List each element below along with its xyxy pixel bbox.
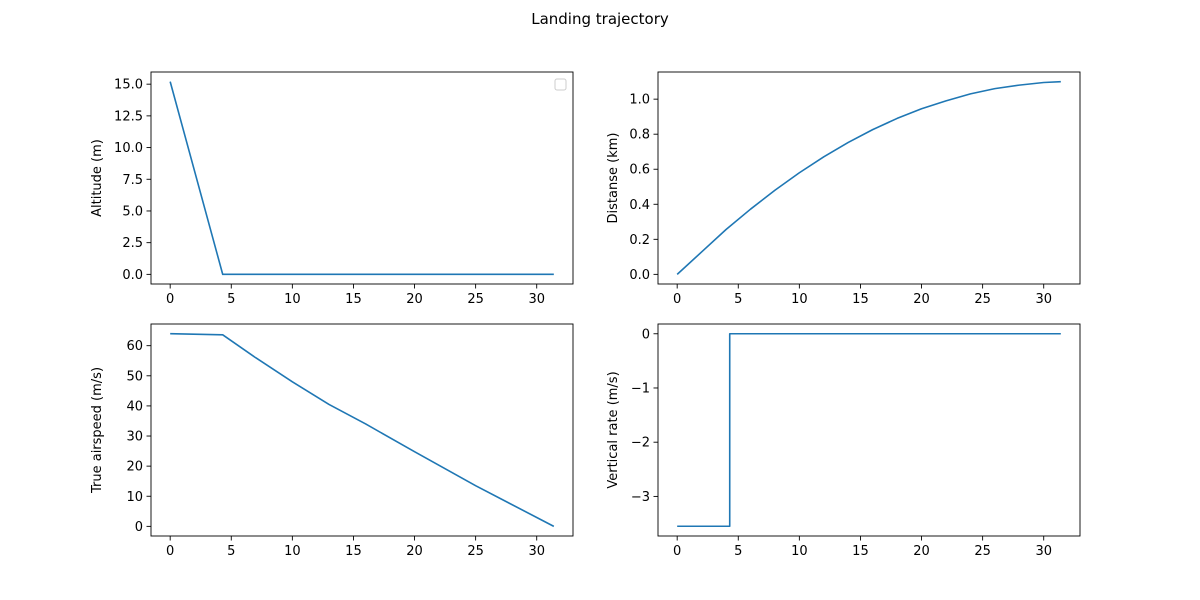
figure-title: Landing trajectory: [531, 10, 669, 28]
vertical-rate-subplot: 0 5 10 15 20 25 30 −3 −2 −1 0 Vertical rate (m/s): [606, 323, 1081, 559]
vertical-rate-x-tick-label: 10: [791, 544, 808, 559]
distance-y-axis-label: Distanse (km): [606, 133, 621, 224]
vertical-rate-x-tick-label: 15: [852, 544, 869, 559]
airspeed-x-tick-label: 15: [345, 544, 362, 559]
airspeed-series-line: [170, 332, 555, 528]
distance-y-tick-label: 0.8: [629, 128, 650, 143]
altitude-x-tick-label: 25: [467, 292, 484, 307]
distance-subplot: 0 5 10 15 20 25 30 0.0 0.2 0.4 0.6 0.8 1.0 Distanse (…: [606, 71, 1081, 307]
distance-x-tick-label: 25: [974, 292, 991, 307]
altitude-x-tick-label: 5: [227, 292, 235, 307]
airspeed-y-tick-label: 40: [126, 399, 143, 414]
distance-y-tick-label: 0.6: [629, 163, 650, 178]
vertical-rate-x-tick-label: 5: [734, 544, 742, 559]
distance-x-tick-label: 15: [852, 292, 869, 307]
altitude-x-tick-label: 30: [528, 292, 545, 307]
vertical-rate-x-tick-label: 30: [1035, 544, 1052, 559]
distance-x-tick-label: 0: [673, 292, 681, 307]
altitude-y-tick-label: 10.0: [114, 141, 143, 156]
airspeed-x-tick-label: 25: [467, 544, 484, 559]
altitude-y-tick-label: 2.5: [122, 236, 143, 251]
distance-y-tick-label: 1.0: [629, 93, 650, 108]
altitude-y-axis-label: Altitude (m): [90, 139, 105, 217]
altitude-y-tick-label: 5.0: [122, 204, 143, 219]
distance-y-tick-label: 0.2: [629, 233, 650, 248]
altitude-series-line: [169, 81, 554, 276]
altitude-x-tick-label: 15: [345, 292, 362, 307]
vertical-rate-y-tick-label: −3: [631, 490, 650, 505]
distance-x-tick-label: 5: [734, 292, 742, 307]
airspeed-subplot: 0 5 10 15 20 25 30 0 10 20 30 40 50 60 True airspeed (…: [90, 323, 574, 559]
vertical-rate-axes-frame: [657, 323, 1081, 537]
altitude-axes-frame: [150, 71, 574, 285]
airspeed-y-tick-label: 20: [126, 460, 143, 475]
airspeed-y-tick-label: 60: [126, 339, 143, 354]
airspeed-y-axis-label: True airspeed (m/s): [90, 367, 105, 494]
vertical-rate-y-tick-label: 0: [642, 327, 650, 342]
distance-x-tick-label: 10: [791, 292, 808, 307]
altitude-subplot: 0 5 10 15 20 25 30 0.0 2.5 5.0 7.5 10.0 12.5 15.0 Alti…: [90, 71, 574, 307]
distance-x-tick-label: 20: [913, 292, 930, 307]
altitude-y-tick-label: 0.0: [122, 268, 143, 283]
altitude-legend-box: [554, 78, 567, 91]
vertical-rate-y-axis-label: Vertical rate (m/s): [606, 371, 621, 488]
altitude-y-tick-label: 7.5: [122, 173, 143, 188]
distance-y-tick-label: 0.0: [629, 268, 650, 283]
airspeed-y-tick-label: 10: [126, 490, 143, 505]
airspeed-y-tick-label: 0: [135, 520, 143, 535]
airspeed-x-tick-label: 30: [528, 544, 545, 559]
vertical-rate-y-tick-label: −1: [631, 381, 650, 396]
vertical-rate-series-line: [677, 332, 1061, 528]
altitude-x-tick-label: 0: [166, 292, 174, 307]
distance-series-line: [676, 80, 1061, 275]
vertical-rate-x-tick-label: 25: [974, 544, 991, 559]
distance-x-tick-label: 30: [1035, 292, 1052, 307]
airspeed-x-tick-label: 5: [227, 544, 235, 559]
vertical-rate-x-tick-label: 20: [913, 544, 930, 559]
airspeed-axes-frame: [150, 323, 574, 537]
altitude-y-tick-label: 15.0: [114, 78, 143, 93]
altitude-x-tick-label: 10: [284, 292, 301, 307]
distance-axes-frame: [657, 71, 1081, 285]
altitude-x-tick-label: 20: [406, 292, 423, 307]
vertical-rate-x-tick-label: 0: [673, 544, 681, 559]
distance-y-tick-label: 0.4: [629, 198, 650, 213]
airspeed-x-tick-label: 10: [284, 544, 301, 559]
airspeed-y-tick-label: 30: [126, 430, 143, 445]
vertical-rate-y-tick-label: −2: [631, 436, 650, 451]
airspeed-x-tick-label: 0: [166, 544, 174, 559]
airspeed-x-tick-label: 20: [406, 544, 423, 559]
airspeed-y-tick-label: 50: [126, 369, 143, 384]
altitude-y-tick-label: 12.5: [114, 109, 143, 124]
